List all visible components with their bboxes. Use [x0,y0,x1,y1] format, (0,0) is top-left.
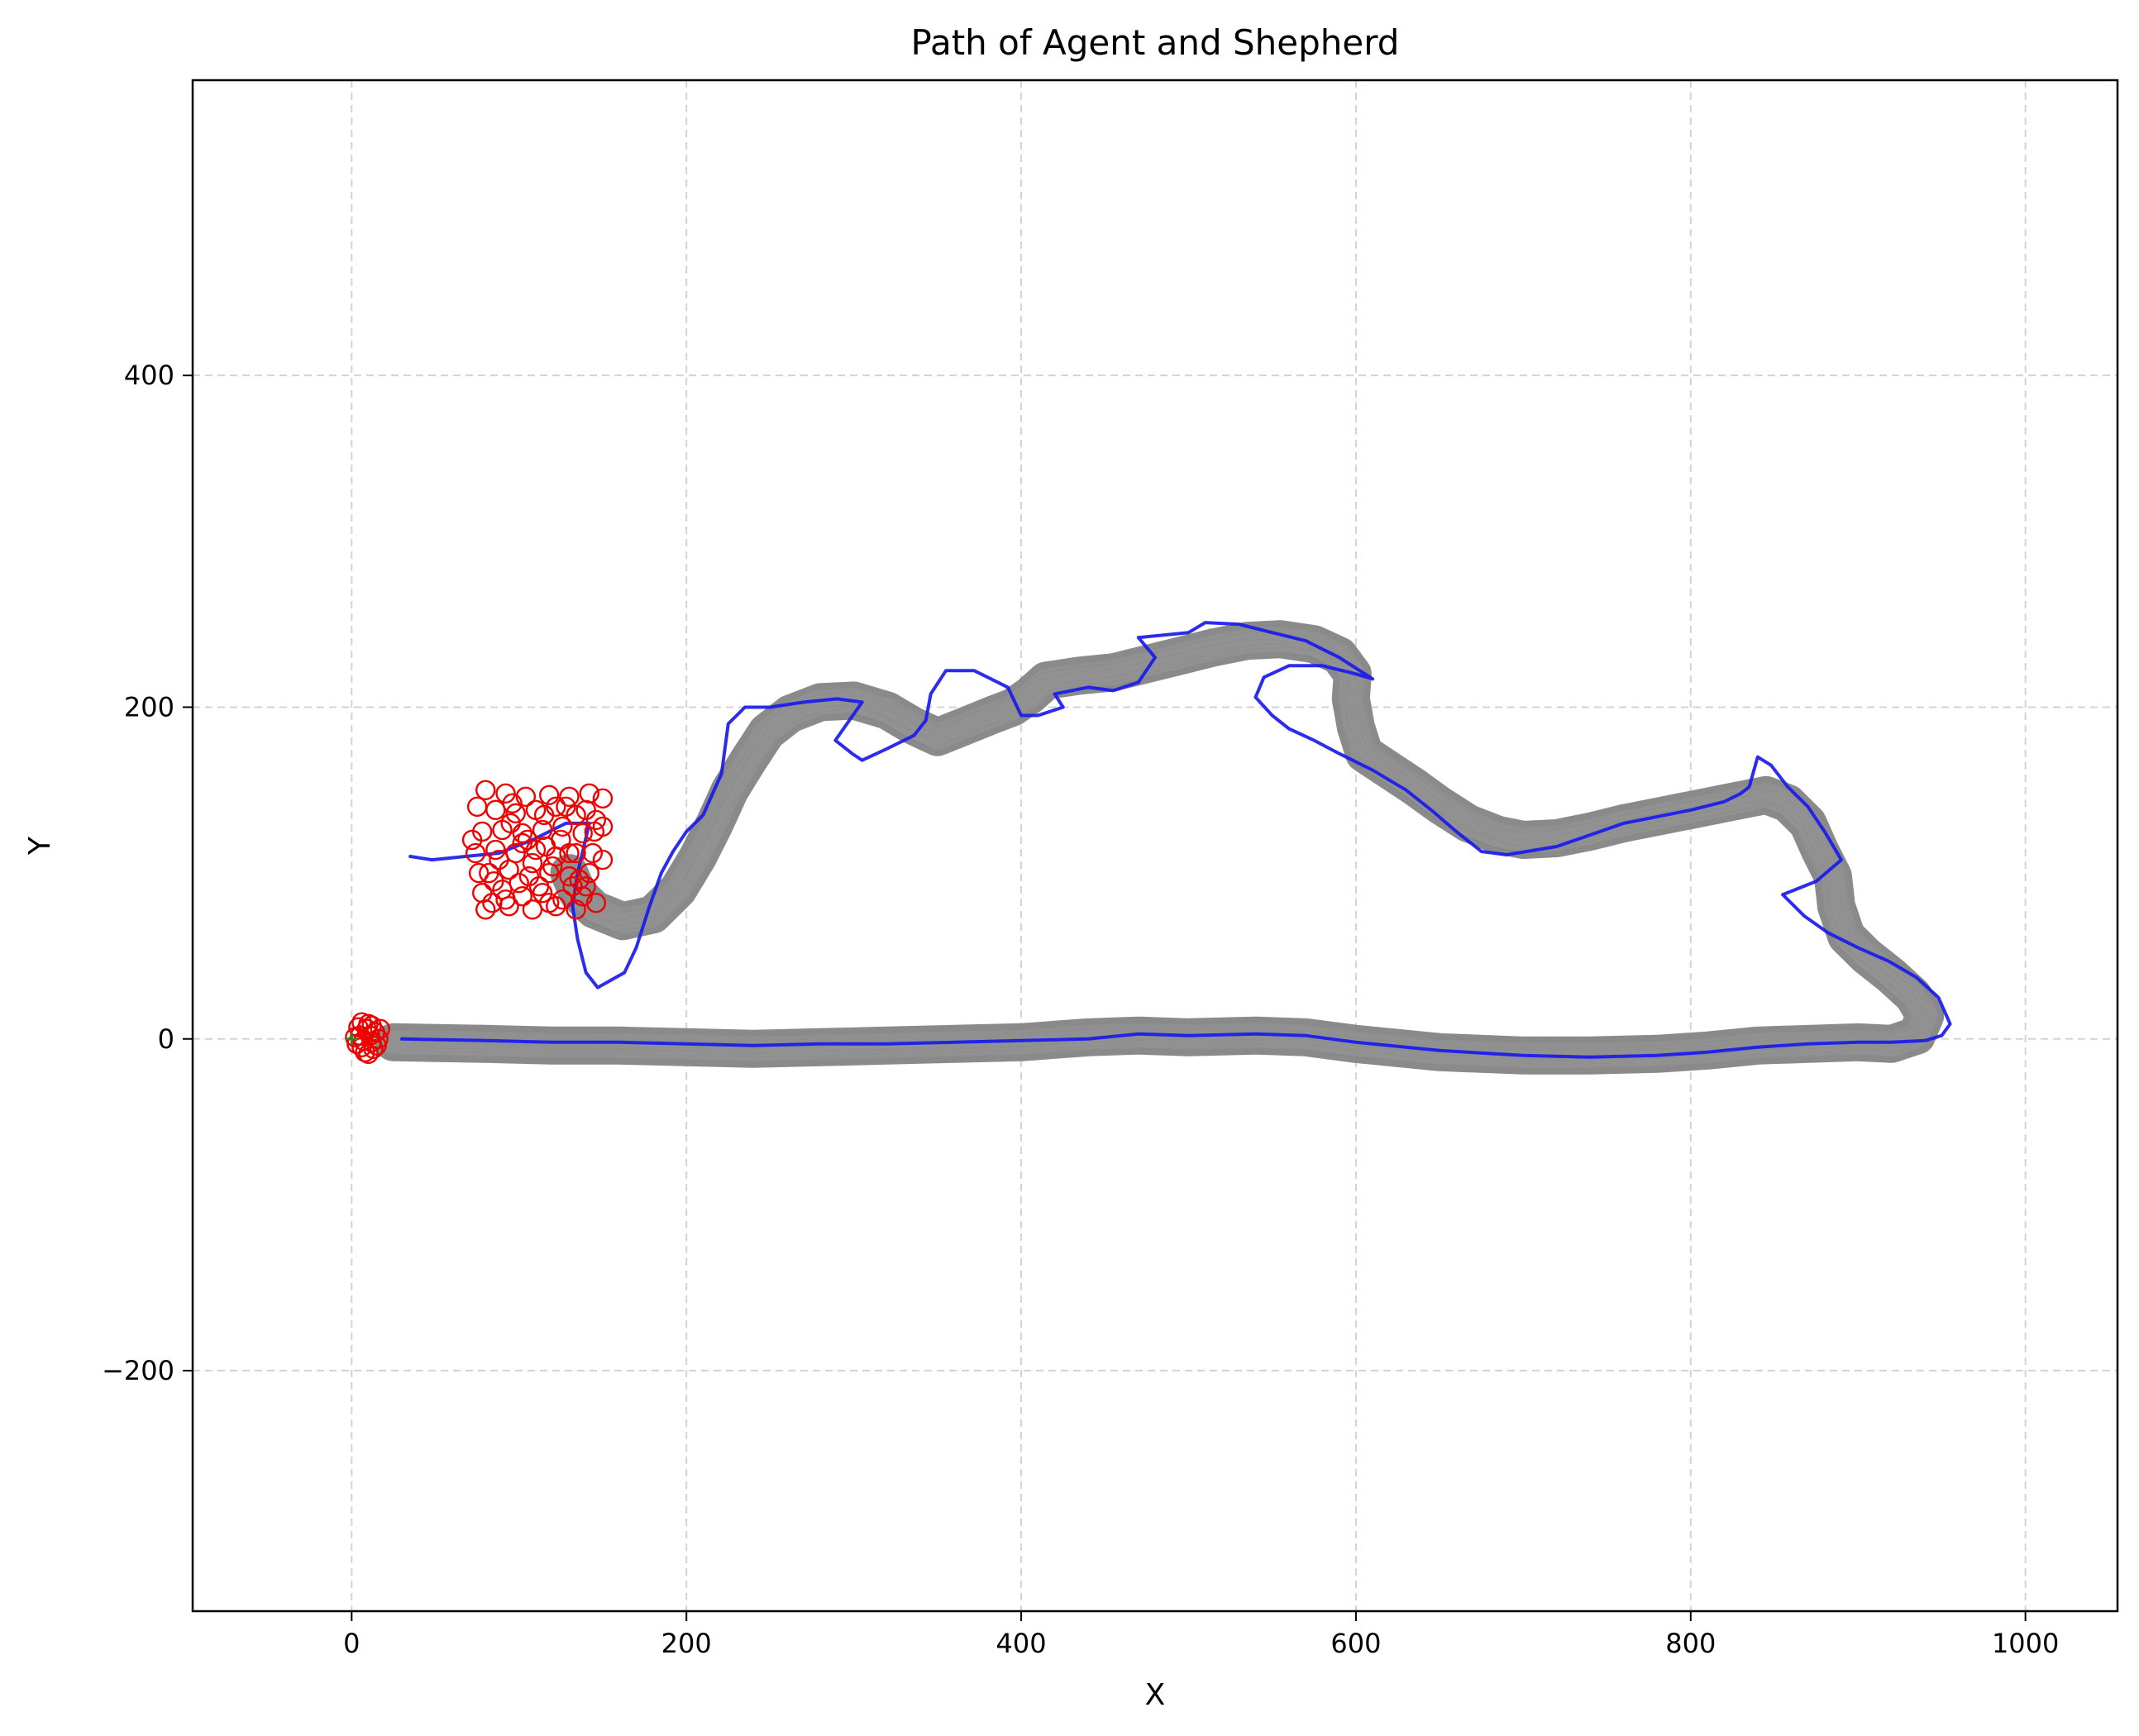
sheep-trace-line [393,627,1926,1045]
sheep-band [374,620,1945,1075]
sheep-marker [566,899,586,920]
sheep-marker [552,889,573,910]
sheep-marker [485,799,506,821]
x-tick-label: 200 [661,1628,712,1659]
sheep-marker [592,816,614,837]
sheep-marker [538,893,560,913]
y-axis-label: Y [23,836,57,856]
sheep-marker [475,780,496,800]
y-tick-label: −200 [102,1355,174,1386]
sheep-marker [575,875,596,897]
sheep-path-band [374,620,1945,1075]
sheep-marker [559,866,580,887]
sheep-marker [579,862,599,884]
sheep-marker [351,1012,372,1033]
marker-layer [345,780,614,1065]
sheep-marker [499,859,519,880]
sheep-marker [556,796,576,818]
x-tick-label: 800 [1665,1628,1716,1659]
sheep-trace-line [386,650,1919,1068]
sheep-trace-line [381,638,1914,1056]
sheep-marker [542,856,563,877]
sheep-trace-line [403,633,1936,1052]
sheep-marker [502,793,523,814]
sheep-marker [515,786,537,808]
sheep-marker [517,829,538,851]
sheep-trace-line [398,628,1931,1047]
sheep-marker [512,832,532,854]
sheep-marker [361,1015,382,1036]
agent-layer [400,621,1952,1059]
sheep-marker [522,899,543,920]
sheep-traces [381,627,1938,1068]
chart-title: Path of Agent and Shepherd [911,22,1400,63]
sheep-marker [535,836,556,857]
plot-frame [191,79,2119,1613]
sheep-marker [358,1043,379,1065]
tick-layer: 0 200 400 600 800 1000 −200 0 200 400 [102,360,2059,1659]
sheep-marker [461,829,483,851]
sheep-marker [528,875,550,897]
sheep-path-band-core [380,627,1938,1068]
sheep-marker [475,899,496,920]
x-tick-label: 0 [343,1628,360,1659]
sheep-marker [495,889,516,910]
sheep-marker [562,875,583,897]
sheep-marker [489,849,509,870]
sheep-marker [582,842,604,864]
sheep-marker [508,872,529,894]
x-tick-label: 600 [1330,1628,1381,1659]
sheep-marker [370,1018,390,1039]
sheep-marker [495,783,516,804]
y-tick-label: 0 [158,1023,174,1055]
sheep-marker [485,839,506,861]
x-tick-label: 400 [996,1628,1047,1659]
sheep-marker [552,816,573,837]
sheep-marker [505,803,526,824]
sheep-trace-line [384,632,1917,1050]
sheep-marker [482,893,503,913]
x-tick-label: 1000 [1992,1628,2059,1659]
y-tick-label: 400 [124,360,174,391]
sheep-trace-line [399,646,1933,1065]
sheep-marker [538,785,560,806]
x-axis-label: X [1145,1678,1166,1712]
plot-area [345,620,1952,1075]
sheep-marker [575,799,596,821]
sheep-marker [512,885,532,907]
agent-path-line [400,621,1952,1059]
sheep-marker [592,788,614,809]
sheep-marker [559,842,580,864]
sheep-marker [559,786,580,808]
sheep-marker [585,893,607,913]
sheep-trace-line [405,641,1938,1060]
sheep-marker [500,813,521,834]
sheep-marker [468,862,489,884]
sheep-marker [465,842,486,864]
sheep-trace-line [389,630,1922,1048]
sheep-marker [533,804,555,826]
sheep-marker [566,842,586,864]
sheep-marker [512,823,532,844]
y-tick-label: 200 [124,691,174,723]
sheep-marker [472,882,493,904]
sheep-marker [466,796,488,818]
sheep-marker [569,869,590,890]
sheep-marker [484,870,504,892]
sheep-marker [592,849,614,870]
sheep-marker [522,852,543,874]
sheep-marker [572,823,593,844]
